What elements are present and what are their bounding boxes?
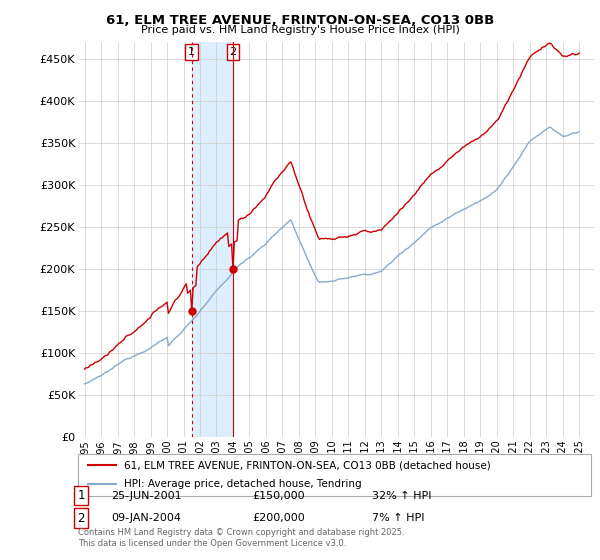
Text: 32% ↑ HPI: 32% ↑ HPI xyxy=(372,491,431,501)
Text: 61, ELM TREE AVENUE, FRINTON-ON-SEA, CO13 0BB (detached house): 61, ELM TREE AVENUE, FRINTON-ON-SEA, CO1… xyxy=(124,460,491,470)
Text: 7% ↑ HPI: 7% ↑ HPI xyxy=(372,513,425,523)
Text: 61, ELM TREE AVENUE, FRINTON-ON-SEA, CO13 0BB: 61, ELM TREE AVENUE, FRINTON-ON-SEA, CO1… xyxy=(106,14,494,27)
Text: 1: 1 xyxy=(188,47,195,57)
FancyBboxPatch shape xyxy=(78,454,591,496)
Text: HPI: Average price, detached house, Tendring: HPI: Average price, detached house, Tend… xyxy=(124,479,362,489)
Bar xyxy=(192,42,233,437)
Text: 2: 2 xyxy=(77,511,85,525)
Text: Contains HM Land Registry data © Crown copyright and database right 2025.
This d: Contains HM Land Registry data © Crown c… xyxy=(78,528,404,548)
Text: 1: 1 xyxy=(77,489,85,502)
Text: £150,000: £150,000 xyxy=(252,491,305,501)
Text: 25-JUN-2001: 25-JUN-2001 xyxy=(111,491,182,501)
Text: Price paid vs. HM Land Registry's House Price Index (HPI): Price paid vs. HM Land Registry's House … xyxy=(140,25,460,35)
Text: £200,000: £200,000 xyxy=(252,513,305,523)
Text: 2: 2 xyxy=(229,47,236,57)
Text: 09-JAN-2004: 09-JAN-2004 xyxy=(111,513,181,523)
